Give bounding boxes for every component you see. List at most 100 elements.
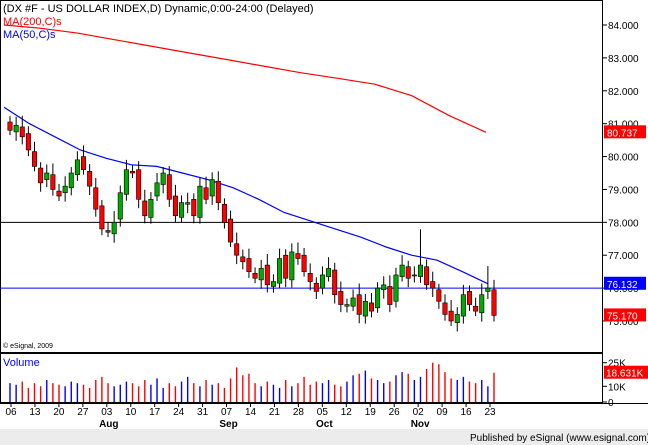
candle <box>375 282 381 313</box>
candle-body <box>430 281 436 289</box>
x-day-label: 26 <box>389 407 401 418</box>
candle-body <box>81 156 87 171</box>
candle <box>185 192 191 214</box>
candle-body <box>344 304 350 307</box>
candle-body <box>313 282 319 292</box>
candle-body <box>338 291 344 305</box>
candle-body <box>466 291 472 305</box>
candle <box>350 289 356 312</box>
candle-body <box>264 264 270 286</box>
candle-body <box>301 254 307 272</box>
x-day-label: 12 <box>341 407 353 418</box>
price-tick-label: 81.000 <box>608 120 639 131</box>
x-day-label: 20 <box>53 407 65 418</box>
candle-body <box>270 281 276 287</box>
candle <box>313 277 319 299</box>
candle <box>221 198 227 229</box>
price-badge-text: 76.132 <box>607 280 638 291</box>
candle-body <box>166 174 172 200</box>
candle-body <box>411 274 417 277</box>
price-badge-bg <box>604 308 646 322</box>
candle <box>356 283 362 324</box>
candle-body <box>13 125 19 133</box>
candle <box>38 162 44 192</box>
x-day-label: 09 <box>437 407 449 418</box>
candle-body <box>436 289 442 302</box>
price-badge-text: 80.737 <box>607 128 638 139</box>
candle <box>228 210 234 247</box>
candle <box>148 192 154 224</box>
candle-body <box>50 174 56 190</box>
candle-body <box>460 294 466 317</box>
x-day-label: 06 <box>5 407 17 418</box>
candle <box>270 274 276 293</box>
volume-label: Volume <box>3 357 40 369</box>
candle-body <box>68 172 74 189</box>
candle-body <box>105 230 111 233</box>
candle-body <box>485 287 491 292</box>
x-month-label: Oct <box>316 419 333 430</box>
candle-body <box>319 274 325 289</box>
candle <box>179 195 185 223</box>
candle-body <box>258 268 264 281</box>
x-month-label: Sep <box>219 419 237 430</box>
candle <box>448 299 454 326</box>
candle <box>117 185 123 227</box>
candle <box>93 177 99 217</box>
candle-body <box>74 159 80 175</box>
candle-body <box>228 218 234 243</box>
candle-body <box>326 268 332 277</box>
candle <box>387 275 393 313</box>
x-day-label: 14 <box>245 407 257 418</box>
x-day-label: 24 <box>173 407 185 418</box>
footer-text: Published by eSignal (www.esignal.com) <box>470 433 648 444</box>
volume-badge-bg <box>604 365 648 379</box>
candle <box>362 294 368 324</box>
candle-body <box>62 185 68 194</box>
candle <box>172 184 178 223</box>
volume-bars <box>9 362 495 402</box>
x-day-label: 27 <box>77 407 89 418</box>
volume-tick-label: 0 <box>608 398 614 409</box>
candle <box>411 266 417 283</box>
price-tick-label: 78.000 <box>608 218 639 229</box>
candle-body <box>123 169 129 195</box>
candle <box>166 166 172 207</box>
candle <box>393 267 399 308</box>
candle-body <box>99 205 105 230</box>
candle <box>430 271 436 297</box>
candle-body <box>19 126 25 138</box>
candle <box>215 171 221 211</box>
candle <box>50 163 56 196</box>
candle-body <box>479 294 485 314</box>
candle-body <box>246 258 252 272</box>
candle <box>338 281 344 313</box>
candle <box>491 279 497 322</box>
x-month-label: Aug <box>99 419 118 430</box>
candle-body <box>381 284 387 291</box>
candle <box>105 222 111 238</box>
candle-body <box>234 243 240 256</box>
candle <box>123 159 129 201</box>
candle <box>319 266 325 295</box>
x-day-label: 19 <box>365 407 377 418</box>
candle <box>7 116 13 136</box>
volume-axis: 25K 10K 0 18.631K <box>603 359 648 409</box>
candle-body <box>7 121 13 131</box>
candle <box>332 262 338 304</box>
candle-body <box>350 297 356 307</box>
candle-body <box>136 169 142 200</box>
price-badge-bg <box>604 125 646 139</box>
candle-body <box>93 187 99 210</box>
candle <box>209 172 215 205</box>
price-badges: 80.737 76.132 75.170 <box>604 125 646 322</box>
footer-bar <box>0 429 648 445</box>
candle-body <box>442 302 448 315</box>
candle <box>240 249 246 270</box>
candle <box>74 151 80 181</box>
candle <box>301 247 307 277</box>
x-day-label: 31 <box>197 407 209 418</box>
price-tick-label: 82.000 <box>608 87 639 98</box>
candle-body <box>454 314 460 323</box>
candle <box>32 141 38 172</box>
